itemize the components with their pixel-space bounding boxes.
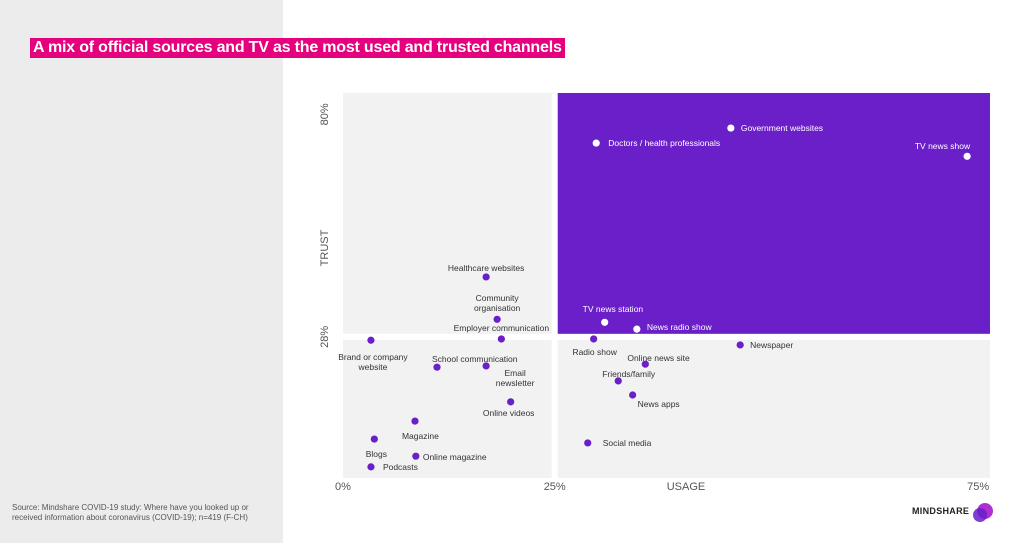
quadrant (557, 339, 990, 478)
page-title: A mix of official sources and TV as the … (30, 38, 565, 58)
point (497, 335, 505, 343)
point (629, 391, 637, 399)
x-tick-label: 75% (967, 481, 989, 493)
point (633, 325, 641, 333)
point (601, 318, 609, 326)
point (614, 377, 622, 385)
point (493, 315, 501, 323)
point (507, 398, 515, 406)
point (641, 360, 649, 368)
quadrant (343, 339, 552, 478)
x-axis-label: USAGE (667, 481, 706, 493)
point (727, 124, 735, 132)
logo-shape (973, 508, 987, 522)
point (370, 435, 378, 443)
point (482, 362, 490, 370)
point (433, 363, 441, 371)
brand-name: MINDSHARE (912, 506, 970, 516)
point (584, 439, 592, 447)
point (590, 335, 598, 343)
quadrant (343, 93, 552, 334)
point (367, 336, 375, 344)
point (482, 273, 490, 281)
side-panel (0, 0, 283, 543)
point (412, 452, 420, 460)
point (592, 139, 600, 147)
x-tick-label: 0% (335, 481, 351, 493)
y-axis-label: TRUST (319, 229, 331, 266)
point (367, 463, 375, 471)
brand-logo (973, 503, 993, 522)
point (411, 417, 419, 425)
point (736, 341, 744, 349)
source-note: Source: Mindshare COVID-19 study: Where … (12, 503, 249, 522)
x-tick-label: 25% (544, 481, 566, 493)
y-tick-label: 80% (319, 103, 331, 125)
point (963, 152, 971, 160)
quadrant (557, 93, 990, 334)
y-tick-label: 28% (319, 326, 331, 348)
